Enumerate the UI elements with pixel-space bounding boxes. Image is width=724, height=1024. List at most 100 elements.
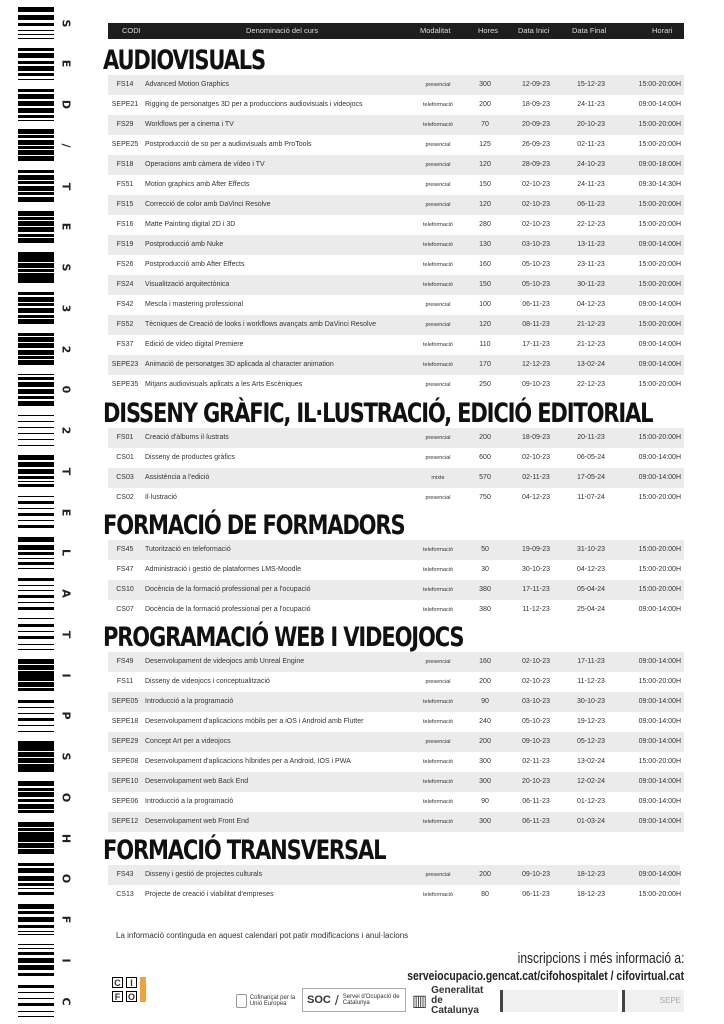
course-schedule: 15:00-20:00H: [638, 321, 681, 328]
course-code: FS15: [116, 201, 134, 208]
course-end-date: 30-11-23: [577, 281, 605, 288]
course-schedule: 15:00-20:00H: [638, 81, 681, 88]
barcode-letter: A: [59, 589, 73, 598]
course-end-date: 20-10-23: [576, 121, 606, 128]
barcode-letter: O: [59, 792, 73, 802]
course-name: Advanced Motion Graphics: [145, 81, 230, 88]
course-code: SEPE08: [111, 758, 139, 765]
course-modality: teleformació: [423, 122, 453, 128]
eu-logo: Cofinançat per la Unió Europea: [236, 990, 296, 1012]
course-modality: teleformació: [423, 242, 453, 248]
soc-mark: SOC: [307, 994, 331, 1006]
course-name: Desenvolupament web Front End: [145, 818, 249, 825]
course-code: FS26: [116, 261, 134, 268]
course-schedule: 09:00-14:00H: [638, 871, 681, 878]
course-code: FS14: [116, 81, 134, 88]
course-row: CS03 Assistència a l'edició mixte 570 02-11-…: [108, 468, 684, 488]
course-hours: 200: [479, 738, 491, 745]
course-schedule: 15:00-20:00H: [638, 121, 681, 128]
course-row: CS13 Projecte de creació i viabilitat d'e…: [108, 885, 681, 905]
course-name: Disseny i gestió de projectes culturals: [145, 871, 263, 878]
course-end-date: 05-04-24: [576, 586, 606, 593]
course-start-date: 02-11-23: [522, 474, 550, 481]
course-start-date: 06-11-23: [522, 818, 550, 825]
barcode-letter: I: [59, 958, 73, 963]
barcode-letter: P: [59, 711, 73, 720]
course-code: SEPE35: [111, 381, 139, 388]
course-schedule: 09:00-14:00H: [638, 454, 681, 461]
barcode-letter: C: [59, 996, 73, 1006]
course-schedule: 15:00-20:00H: [638, 891, 681, 898]
course-end-date: 01-03-24: [576, 818, 606, 825]
course-hours: 160: [479, 261, 491, 268]
course-start-date: 17-11-23: [522, 341, 550, 348]
course-name: Visualització arquitectònica: [145, 281, 230, 288]
course-end-date: 23-11-23: [577, 261, 605, 268]
section-title: AUDIOVISUALS: [103, 45, 266, 76]
barcode-bars: [18, 455, 54, 488]
course-name: Matte Painting digital 2D i 3D: [145, 221, 236, 228]
course-schedule: 15:00-20:00H: [638, 546, 681, 553]
barcode-letter: T: [59, 630, 73, 638]
course-name: Disseny de videojocs i conceptualització: [145, 678, 270, 685]
course-modality: presencial: [425, 302, 451, 308]
course-modality: teleformació: [423, 102, 453, 108]
course-modality: teleformació: [423, 759, 453, 765]
course-row: SEPE21 Rigging de personatges 3D per a pr…: [108, 95, 684, 115]
course-name: Docència de la formació professional per…: [145, 606, 311, 613]
course-modality: presencial: [425, 162, 451, 168]
course-schedule: 09:00-14:00H: [638, 606, 681, 613]
course-code: FS37: [116, 341, 134, 348]
course-name: Tutorització en teleformació: [145, 546, 231, 553]
course-hours: 380: [479, 586, 491, 593]
course-start-date: 02-10-23: [521, 658, 551, 665]
barcode-bars: [18, 170, 54, 202]
course-modality: teleformació: [423, 699, 453, 705]
course-hours: 90: [481, 698, 489, 705]
course-start-date: 04-12-23: [521, 494, 551, 501]
barcode-segment: A: [18, 577, 78, 611]
barcode-segment: O: [18, 780, 78, 814]
course-hours: 110: [479, 341, 491, 348]
course-end-date: 13-11-23: [577, 241, 605, 248]
course-start-date: 08-11-23: [522, 321, 550, 328]
course-hours: 750: [479, 494, 491, 501]
course-hours: 120: [479, 321, 491, 328]
course-code: FS42: [116, 301, 134, 308]
course-row: FS47 Administració i gestió de plataforme…: [108, 560, 684, 580]
course-hours: 30: [481, 566, 489, 573]
course-name: Concept Art per a videojocs: [145, 738, 231, 745]
barcode-letter: S: [59, 19, 73, 27]
course-hours: 160: [479, 658, 491, 665]
barcode-letter: 0: [59, 385, 73, 394]
course-row: SEPE35 Mitjans audiovisuals aplicats a le…: [108, 375, 684, 395]
course-code: SEPE18: [111, 718, 139, 725]
course-start-date: 02-10-23: [521, 678, 551, 685]
course-end-date: 20-11-23: [577, 434, 605, 441]
course-modality: teleformació: [423, 607, 453, 613]
course-start-date: 18-09-23: [521, 101, 551, 108]
course-modality: presencial: [425, 182, 451, 188]
course-code: FS18: [116, 161, 134, 168]
course-name: Tècniques de Creació de looks i workflow…: [145, 321, 376, 328]
course-row: FS16 Matte Painting digital 2D i 3D telefo…: [108, 215, 684, 235]
course-row: FS01 Creació d'àlbums il·lustrats presenci…: [108, 428, 684, 448]
course-modality: teleformació: [423, 779, 453, 785]
course-start-date: 09-10-23: [521, 871, 551, 878]
course-schedule: 15:00-20:00H: [638, 758, 681, 765]
course-name: Introducció a la programació: [145, 798, 234, 805]
info-url-link[interactable]: serveiocupacio.gencat.cat/cifohospitalet…: [407, 968, 684, 983]
barcode-segment: H: [18, 821, 78, 855]
course-modality: presencial: [425, 679, 451, 685]
course-code: FS01: [116, 434, 134, 441]
course-hours: 250: [479, 381, 491, 388]
course-row: FS11 Disseny de videojocs i conceptualitz…: [108, 672, 684, 692]
barcode-bars: [18, 536, 54, 569]
course-row: FS15 Correcció de color amb DaVinci Resol…: [108, 195, 684, 215]
course-code: FS52: [116, 321, 134, 328]
course-row: FS45 Tutorització en teleformació teleform…: [108, 540, 684, 560]
barcode-segment: /: [18, 128, 78, 162]
course-modality: teleformació: [423, 819, 453, 825]
course-name: Postproducció amb After Effects: [145, 261, 245, 268]
cifo-letter: O: [126, 991, 137, 1002]
